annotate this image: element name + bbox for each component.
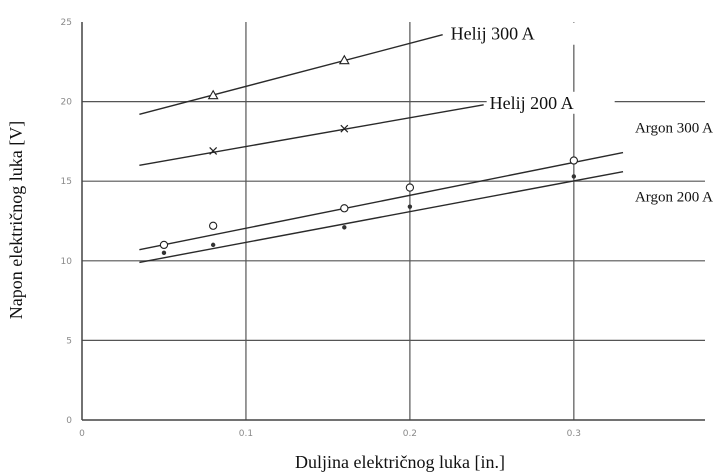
y-tick-label: 20 bbox=[61, 98, 73, 108]
fit-line bbox=[139, 104, 484, 166]
x-tick-label: 0 bbox=[79, 429, 85, 439]
y-tick-label: 0 bbox=[66, 416, 72, 426]
data-point bbox=[405, 183, 415, 192]
y-tick-label: 25 bbox=[61, 18, 72, 28]
x-axis-label: Duljina električnog luka [in.] bbox=[295, 452, 505, 472]
series-triangle bbox=[139, 34, 443, 116]
data-point bbox=[159, 240, 169, 250]
series-label-background bbox=[486, 91, 615, 114]
series-labels: Helij 300 A Helij 200 A Argon 300 A Argon 2… bbox=[447, 22, 713, 206]
data-point bbox=[210, 242, 216, 248]
series-x bbox=[139, 104, 484, 166]
series-label: Helij 200 A bbox=[490, 93, 574, 113]
data-point bbox=[340, 204, 349, 213]
data-point bbox=[340, 124, 349, 133]
data-point bbox=[569, 156, 578, 165]
data-point bbox=[209, 147, 218, 155]
y-tick-label: 15 bbox=[61, 177, 72, 187]
data-point bbox=[571, 174, 577, 179]
x-tick-label: 0.2 bbox=[403, 429, 417, 439]
series-label: Argon 300 A bbox=[635, 121, 713, 137]
data-point bbox=[342, 225, 347, 230]
data-point bbox=[209, 221, 218, 230]
series-label: Argon 200 A bbox=[635, 190, 713, 206]
series-circle bbox=[139, 151, 624, 251]
data-point bbox=[407, 204, 413, 209]
y-tick-labels: 0 5 10 15 20 25 bbox=[61, 18, 73, 426]
series bbox=[139, 34, 624, 264]
data-point bbox=[207, 89, 219, 100]
x-tick-label: 0.1 bbox=[239, 429, 253, 439]
fit-line bbox=[139, 170, 624, 264]
x-tick-label: 0.3 bbox=[567, 429, 581, 439]
data-point bbox=[161, 250, 167, 256]
series-label: Helij 300 A bbox=[451, 24, 535, 44]
data-point bbox=[338, 54, 350, 65]
plot-frame bbox=[81, 22, 705, 421]
y-tick-label: 5 bbox=[66, 336, 72, 346]
fit-line bbox=[139, 34, 443, 116]
series-dot bbox=[139, 170, 624, 264]
y-tick-label: 10 bbox=[61, 257, 73, 267]
series-label-background bbox=[447, 22, 576, 45]
fit-line bbox=[139, 151, 624, 251]
x-tick-labels: 0 0.1 0.2 0.3 bbox=[79, 429, 581, 439]
y-axis-label: Napon električnog luka [V] bbox=[6, 121, 26, 319]
